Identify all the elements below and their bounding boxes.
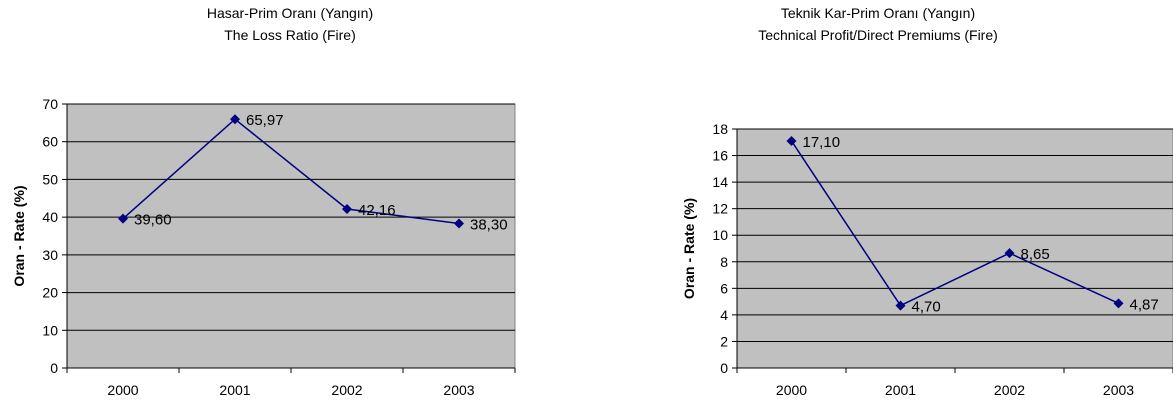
data-point-marker	[118, 213, 128, 224]
y-tick-label: 50	[42, 171, 58, 187]
y-tick-label: 14	[712, 174, 728, 190]
data-label: 17,10	[803, 134, 841, 151]
data-label: 4,87	[1130, 296, 1159, 313]
data-label: 38,30	[470, 217, 508, 234]
data-point-marker	[454, 218, 464, 229]
chart-technical-profit: Teknik Kar-Prim Oranı (Yangın) Technical…	[588, 0, 1173, 410]
data-point-marker	[1004, 248, 1015, 259]
y-tick-label: 8	[720, 254, 728, 270]
data-point-marker	[342, 203, 352, 214]
x-tick-label: 2002	[331, 382, 362, 398]
x-tick-label: 2001	[219, 382, 250, 398]
data-label: 65,97	[246, 112, 284, 129]
chart-plot-svg: 0 10 20 30 40 50 60 70 2000 2001 2002 2003 Oran - Ra…	[11, 96, 516, 398]
chart-title: Teknik Kar-Prim Oranı (Yangın)	[780, 5, 976, 21]
x-tick-label: 2003	[1103, 382, 1134, 398]
data-point-marker	[1113, 298, 1124, 309]
series-line	[122, 118, 460, 225]
data-point-marker	[895, 300, 906, 311]
chart-title: Hasar-Prim Oranı (Yangın)	[206, 5, 374, 21]
x-tick-label: 2003	[443, 382, 474, 398]
data-point-marker	[230, 114, 240, 125]
chart-loss-ratio: Hasar-Prim Oranı (Yangın) The Loss Ratio…	[0, 0, 580, 410]
chart-subtitle: Technical Profit/Direct Premiums (Fire)	[758, 27, 998, 43]
y-tick-label: 10	[42, 322, 58, 338]
data-label: 8,65	[1021, 246, 1050, 263]
y-tick-label: 70	[42, 96, 58, 112]
y-tick-label: 60	[42, 134, 58, 150]
y-tick-label: 0	[720, 360, 728, 376]
x-tick-label: 2002	[994, 382, 1025, 398]
y-tick-label: 6	[720, 280, 728, 296]
y-tick-label: 20	[42, 285, 58, 301]
y-tick-label: 30	[42, 247, 58, 263]
plot-area	[736, 128, 1173, 369]
y-axis-label: Oran - Rate (%)	[681, 198, 697, 299]
y-tick-label: 2	[720, 333, 728, 349]
data-label: 4,70	[912, 299, 941, 316]
y-tick-label: 10	[712, 227, 728, 243]
y-tick-label: 16	[712, 148, 728, 164]
y-tick-label: 40	[42, 209, 58, 225]
data-label: 42,16	[358, 202, 396, 219]
plot-area	[66, 103, 516, 369]
chart-subtitle: The Loss Ratio (Fire)	[224, 27, 356, 43]
y-tick-label: 0	[50, 360, 58, 376]
x-tick-label: 2000	[776, 382, 807, 398]
x-tick-label: 2001	[885, 382, 916, 398]
y-tick-label: 4	[720, 307, 728, 323]
series-line	[790, 140, 1119, 307]
x-tick-label: 2000	[107, 382, 138, 398]
chart-plot-svg: 0 2 4 6 8 10 12 14 16 18 2000 2001 2002 2003 Oran - Ra…	[681, 121, 1173, 398]
y-tick-label: 12	[712, 201, 728, 217]
y-axis-label: Oran - Rate (%)	[11, 185, 27, 286]
y-tick-label: 18	[712, 121, 728, 137]
data-label: 39,60	[134, 212, 172, 229]
data-point-marker	[786, 135, 797, 146]
